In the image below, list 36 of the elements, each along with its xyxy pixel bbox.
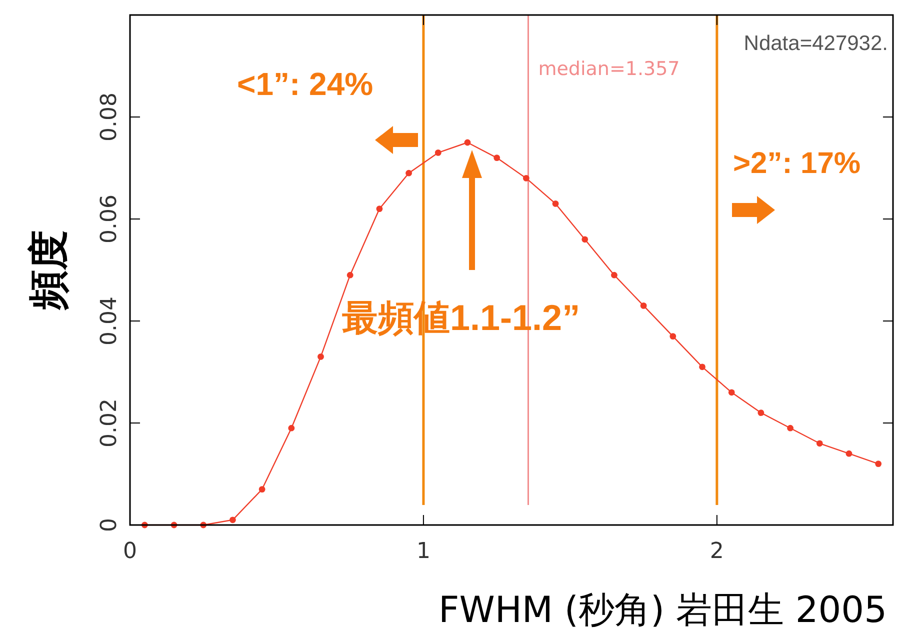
point bbox=[552, 200, 559, 207]
point bbox=[640, 302, 647, 309]
annotation: Ndata=427932. bbox=[744, 32, 888, 55]
point bbox=[522, 175, 530, 182]
ref-line-label: median=1.357 bbox=[538, 58, 680, 80]
y-tick-label: 0.02 bbox=[97, 398, 122, 448]
point bbox=[434, 150, 442, 156]
point bbox=[494, 154, 500, 161]
point bbox=[258, 486, 266, 492]
point bbox=[288, 424, 295, 432]
x-tick-label: 1 bbox=[416, 539, 430, 564]
point bbox=[787, 424, 794, 432]
point bbox=[582, 236, 588, 243]
y-tick-label: 0.04 bbox=[97, 296, 122, 346]
point bbox=[728, 389, 735, 396]
point bbox=[464, 139, 471, 146]
point bbox=[670, 333, 676, 340]
point bbox=[318, 354, 324, 360]
point bbox=[346, 272, 354, 278]
y-tick-label: 0 bbox=[97, 518, 122, 532]
point bbox=[875, 460, 882, 467]
point bbox=[230, 516, 236, 524]
point bbox=[376, 206, 383, 212]
annotation: <1”: 24% bbox=[237, 66, 374, 102]
y-tick-label: 0.06 bbox=[97, 194, 122, 244]
point bbox=[846, 450, 852, 457]
x-tick-label: 2 bbox=[710, 539, 724, 564]
x-axis-title: FWHM (秒角) 岩田生 2005 bbox=[438, 590, 887, 630]
point bbox=[699, 364, 706, 370]
y-axis-title: 頻度 bbox=[26, 230, 72, 311]
annotation: >2”: 17% bbox=[733, 147, 861, 180]
y-tick-label: 0.08 bbox=[97, 92, 122, 142]
point bbox=[758, 410, 764, 416]
point bbox=[406, 170, 412, 176]
point bbox=[816, 440, 823, 447]
point bbox=[611, 272, 618, 278]
